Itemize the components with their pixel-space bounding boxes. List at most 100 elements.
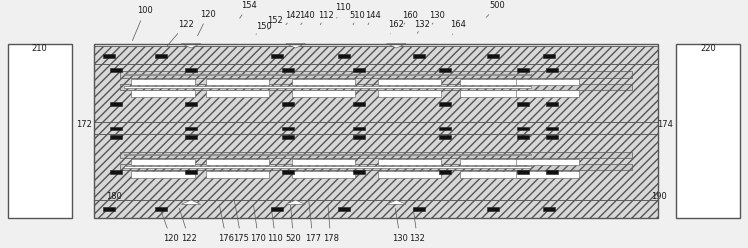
Bar — [156, 207, 168, 211]
Bar — [546, 68, 558, 72]
Bar — [8, 44, 72, 218]
Text: 130: 130 — [392, 208, 408, 243]
Text: 220: 220 — [701, 44, 717, 53]
Bar — [94, 46, 657, 64]
Bar — [271, 207, 283, 211]
Bar — [111, 68, 123, 72]
Bar — [439, 126, 451, 130]
Bar — [546, 170, 558, 174]
Bar — [378, 158, 441, 165]
Text: 190: 190 — [652, 192, 667, 201]
Polygon shape — [286, 44, 305, 48]
Bar — [516, 79, 579, 85]
Bar — [488, 207, 500, 211]
Bar — [120, 152, 631, 157]
Bar — [206, 79, 269, 85]
Bar — [439, 68, 451, 72]
Bar — [460, 90, 524, 97]
Text: 140: 140 — [299, 11, 315, 25]
Bar — [518, 126, 530, 130]
Text: 510: 510 — [350, 11, 366, 25]
Text: 162: 162 — [388, 20, 405, 34]
Bar — [120, 84, 631, 90]
Bar — [439, 102, 451, 106]
Bar — [156, 54, 168, 58]
Bar — [282, 68, 294, 72]
Bar — [111, 170, 123, 174]
Bar — [282, 170, 294, 174]
Text: 120: 120 — [160, 208, 179, 243]
Bar — [282, 135, 294, 139]
Bar — [94, 44, 657, 218]
Text: 100: 100 — [132, 6, 153, 41]
Text: 174: 174 — [657, 120, 673, 129]
Bar — [120, 71, 631, 78]
Text: 178: 178 — [322, 205, 339, 243]
Bar — [378, 171, 441, 178]
Bar — [185, 126, 197, 130]
Bar — [185, 170, 197, 174]
Bar — [120, 164, 631, 170]
Bar — [516, 171, 579, 178]
Bar — [132, 158, 194, 165]
Text: 175: 175 — [233, 199, 249, 243]
Bar — [413, 54, 425, 58]
Bar — [282, 126, 294, 130]
Bar — [518, 135, 530, 139]
Bar — [111, 102, 123, 106]
Bar — [94, 122, 657, 134]
Text: 142: 142 — [286, 11, 301, 25]
Bar — [413, 207, 425, 211]
Bar — [544, 54, 556, 58]
Bar — [353, 135, 365, 139]
Bar — [94, 200, 657, 218]
Bar — [546, 126, 558, 130]
Text: 132: 132 — [409, 208, 426, 243]
Bar — [439, 135, 451, 139]
Polygon shape — [387, 44, 406, 48]
Bar — [518, 170, 530, 174]
Bar — [353, 102, 365, 106]
Polygon shape — [286, 200, 305, 204]
Text: 110: 110 — [335, 3, 351, 18]
Bar — [544, 207, 556, 211]
Bar — [103, 54, 115, 58]
Bar — [282, 102, 294, 106]
Bar — [124, 74, 531, 75]
Bar — [185, 135, 197, 139]
Text: 132: 132 — [414, 20, 430, 33]
Text: 180: 180 — [106, 192, 122, 201]
Bar — [111, 135, 123, 139]
Bar — [518, 102, 530, 106]
Text: 112: 112 — [318, 11, 334, 25]
Bar — [488, 54, 500, 58]
Bar — [460, 158, 524, 165]
Text: 120: 120 — [197, 9, 216, 36]
Text: 144: 144 — [364, 11, 381, 25]
Bar — [460, 171, 524, 178]
Bar — [546, 102, 558, 106]
Bar — [111, 126, 123, 130]
Bar — [338, 54, 350, 58]
Bar — [439, 170, 451, 174]
Bar — [292, 79, 355, 85]
Text: 152: 152 — [268, 16, 283, 30]
Bar — [292, 90, 355, 97]
Bar — [124, 86, 531, 88]
Bar — [206, 171, 269, 178]
Polygon shape — [181, 44, 200, 48]
Bar — [124, 166, 531, 168]
Text: 172: 172 — [76, 120, 92, 129]
Bar — [353, 68, 365, 72]
Bar — [132, 171, 194, 178]
Bar — [353, 170, 365, 174]
Bar — [206, 158, 269, 165]
Polygon shape — [387, 200, 406, 204]
Bar — [516, 158, 579, 165]
Text: 164: 164 — [450, 20, 465, 34]
Bar — [185, 68, 197, 72]
Text: 130: 130 — [429, 11, 445, 24]
Text: 177: 177 — [304, 199, 321, 243]
Text: 122: 122 — [167, 20, 194, 46]
Text: 110: 110 — [268, 208, 283, 243]
